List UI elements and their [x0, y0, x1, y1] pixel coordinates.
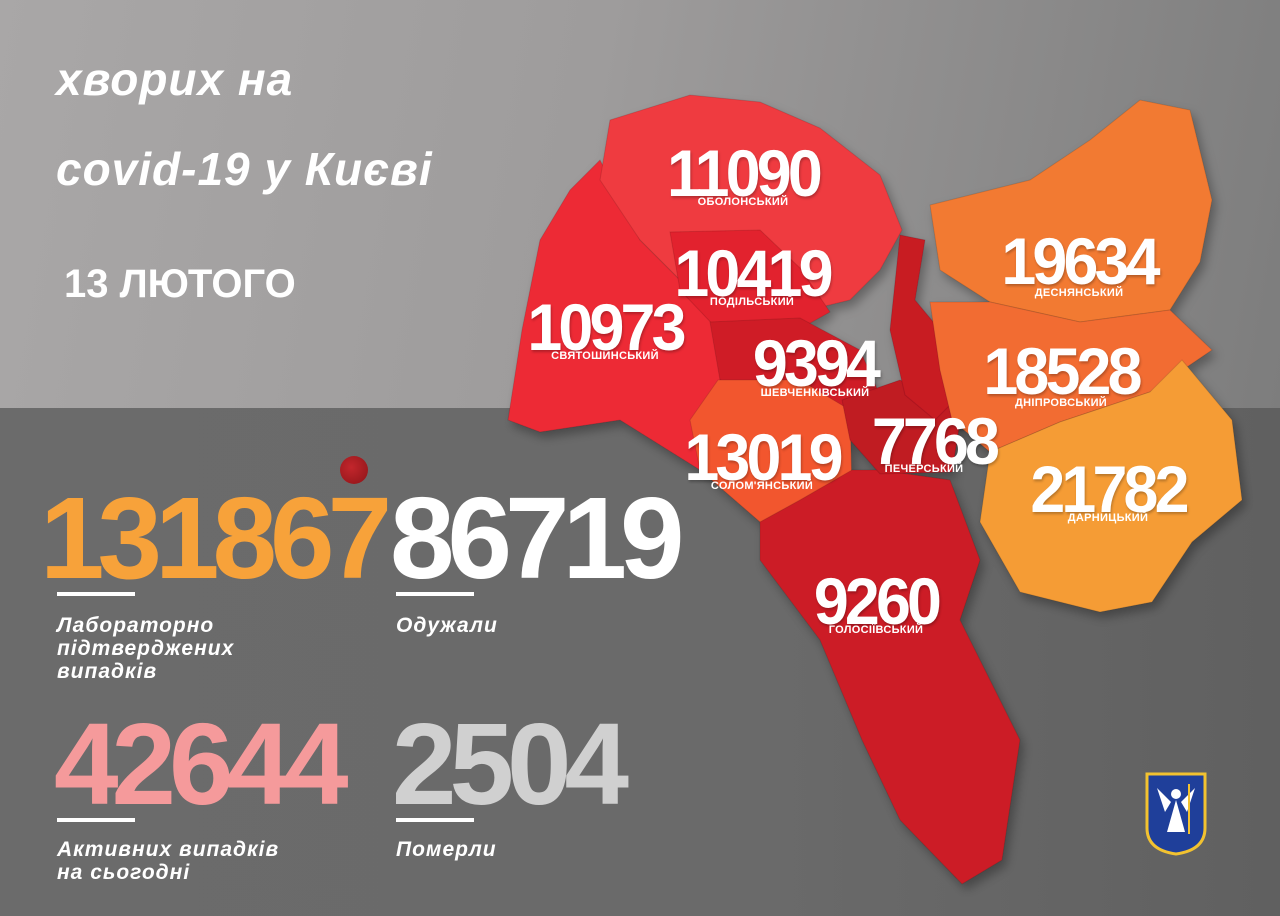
district-value: 10419 [674, 236, 833, 310]
district-darnytskyi [979, 359, 1243, 613]
deaths-value: 2504 [392, 699, 629, 829]
district-name: СОЛОМ'ЯНСЬКИЙ [710, 480, 814, 492]
district-value: 11090 [667, 136, 823, 210]
date: 13 ЛЮТОГО [64, 262, 296, 306]
virus-icon [340, 456, 368, 484]
recovered-label: Одужали [396, 614, 498, 637]
confirmed-label-2: підтверджених [57, 637, 235, 660]
title-line-2: covid-19 у Києві [56, 143, 433, 195]
district-name: ОБОЛОНСЬКИЙ [697, 196, 789, 208]
divider [396, 818, 474, 822]
district-holosiivskyi [759, 469, 1021, 885]
district-value: 9260 [813, 564, 942, 638]
title-line-1: хворих на [56, 53, 294, 105]
district-value: 7768 [871, 404, 1000, 478]
deaths-label: Померли [396, 838, 497, 861]
active-label-1: Активних випадків [57, 838, 280, 861]
divider [57, 818, 135, 822]
district-value: 9394 [752, 326, 881, 400]
district-name: ШЕВЧЕНКІВСЬКИЙ [760, 387, 870, 399]
district-value: 10973 [527, 290, 686, 364]
district-name: ДНІПРОВСЬКИЙ [1015, 397, 1107, 409]
district-name: ДЕСНЯНСЬКИЙ [1034, 287, 1124, 299]
recovered-value: 86719 [390, 473, 685, 603]
confirmed-label-3: випадків [57, 660, 158, 683]
divider [396, 592, 474, 596]
confirmed-label-1: Лабораторно [57, 614, 215, 637]
district-value: 19634 [1001, 224, 1160, 298]
district-name: СВЯТОШИНСЬКИЙ [551, 350, 659, 362]
district-name: ПЕЧЕРСЬКИЙ [884, 463, 964, 475]
district-value: 13019 [684, 420, 843, 494]
district-name: ДАРНИЦЬКИЙ [1067, 512, 1149, 524]
district-desnianskyi [929, 99, 1213, 323]
district-name: ПОДІЛЬСЬКИЙ [709, 296, 795, 308]
district-name: ГОЛОСІЇВСЬКИЙ [828, 624, 924, 636]
district-value: 21782 [1030, 452, 1189, 526]
district-value: 18528 [983, 334, 1142, 408]
kyiv-coat-of-arms-icon [1145, 772, 1207, 856]
active-label-2: на сьогодні [57, 861, 191, 884]
divider [57, 592, 135, 596]
active-value: 42644 [54, 699, 349, 829]
confirmed-value: 131867 [40, 473, 392, 603]
